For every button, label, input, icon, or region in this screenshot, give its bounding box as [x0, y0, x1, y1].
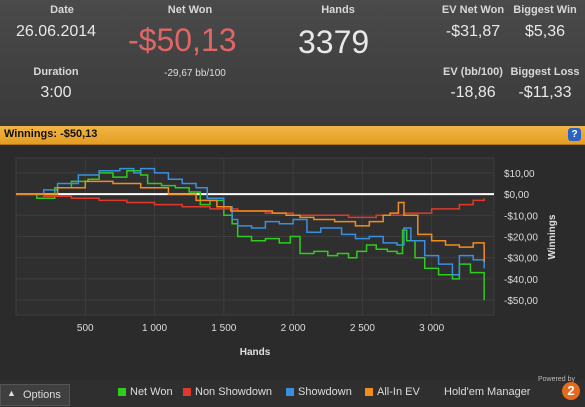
- series-line-showdown: [16, 167, 485, 276]
- biggest-win-label: Biggest Win: [513, 4, 577, 16]
- winnings-bar-title: Winnings: -$50,13: [4, 128, 98, 140]
- x-tick-label: 2 000: [281, 323, 306, 334]
- biggest-loss-label: Biggest Loss: [510, 66, 580, 78]
- legend-swatch: [286, 388, 294, 397]
- y-tick-label: -$20,00: [504, 233, 538, 244]
- net-won-bb100: -29,67 bb/100: [164, 68, 226, 79]
- options-button[interactable]: ▲ Options: [0, 384, 70, 406]
- x-tick-label: 3 000: [419, 323, 444, 334]
- legend-swatch: [183, 388, 191, 397]
- brand-name: Hold'em Manager: [444, 386, 531, 398]
- winnings-bar: Winnings: -$50,13 ?: [0, 126, 585, 145]
- winnings-chart-svg: 500 1 000 1 500 2 000 2 500 3 000 $10,00 $0,00…: [15, 157, 558, 358]
- x-tick-label: 1 500: [211, 323, 236, 334]
- legend-item-non-showdown[interactable]: Non Showdown: [183, 386, 272, 398]
- legend-label: Non Showdown: [195, 386, 273, 398]
- y-tick-label: $10,00: [504, 169, 535, 180]
- legend-item-allin-ev[interactable]: All-In EV: [365, 386, 420, 398]
- legend-swatch: [365, 388, 373, 397]
- legend-item-showdown[interactable]: Showdown: [286, 386, 352, 398]
- biggest-loss-value: -$11,33: [518, 84, 572, 101]
- duration-value: 3:00: [40, 84, 72, 101]
- y-tick-label: -$10,00: [504, 211, 538, 222]
- x-tick-label: 1 000: [142, 323, 167, 334]
- brand-logo: Powered by Hold'em Manager 2: [444, 376, 584, 404]
- legend-label: Net Won: [130, 386, 173, 398]
- legend-item-net-won[interactable]: Net Won: [118, 386, 173, 398]
- date-label: Date: [50, 4, 74, 16]
- ev-bb100-label: EV (bb/100): [443, 66, 503, 78]
- net-won-label: Net Won: [167, 4, 213, 16]
- duration-label: Duration: [33, 66, 79, 78]
- legend-label: Showdown: [298, 386, 352, 398]
- hands-value: 3379: [298, 24, 370, 60]
- hm2-logo-icon: 2: [562, 382, 580, 400]
- date-value: 26.06.2014: [15, 23, 97, 40]
- y-tick-label: -$30,00: [504, 254, 538, 265]
- options-label: Options: [23, 389, 61, 401]
- series-line-all-in-ev: [16, 180, 485, 262]
- x-axis-title: Hands: [240, 347, 271, 358]
- y-tick-label: $0,00: [504, 190, 529, 201]
- ev-bb100-value: -18,86: [450, 84, 496, 101]
- x-tick-label: 2 500: [350, 323, 375, 334]
- ev-net-won-label: EV Net Won: [441, 4, 505, 16]
- winnings-chart: 500 1 000 1 500 2 000 2 500 3 000 $10,00 $0,00…: [0, 145, 585, 380]
- hands-label: Hands: [321, 4, 355, 16]
- y-axis-title: Winnings: [547, 214, 558, 259]
- chevron-up-icon: ▲: [7, 388, 16, 398]
- stats-panel: Date 26.06.2014 Net Won -$50,13 -29,67 b…: [0, 0, 585, 126]
- legend-label: All-In EV: [377, 386, 420, 398]
- x-tick-label: 500: [77, 323, 94, 334]
- help-icon[interactable]: ?: [568, 128, 581, 141]
- series-line-non-showdown: [16, 193, 485, 219]
- y-tick-label: -$40,00: [504, 275, 538, 286]
- powered-by-text: Powered by: [538, 376, 575, 383]
- biggest-win-value: $5,36: [524, 23, 566, 40]
- y-tick-label: -$50,00: [504, 296, 538, 307]
- ev-net-won-value: -$31,87: [445, 23, 501, 40]
- net-won-value: -$50,13: [128, 22, 237, 58]
- legend-swatch: [118, 388, 126, 397]
